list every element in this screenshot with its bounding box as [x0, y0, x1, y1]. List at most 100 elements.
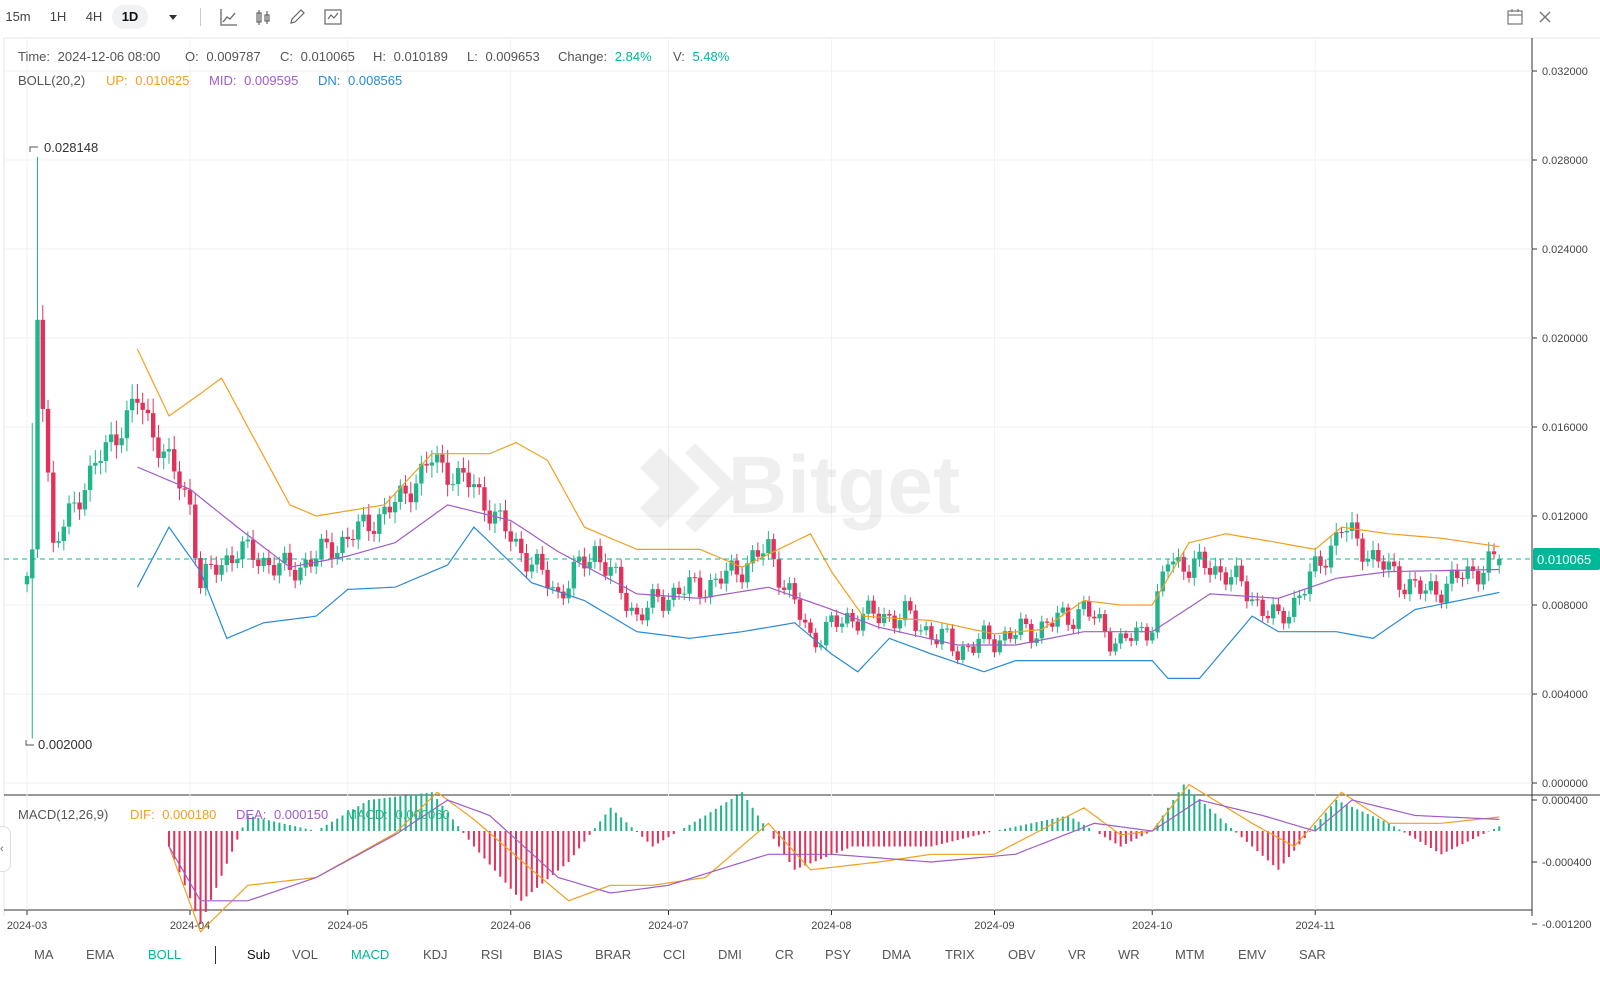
candle-body	[235, 559, 240, 564]
indicator-rsi[interactable]: RSI	[481, 947, 503, 962]
candle-body	[193, 504, 198, 558]
candle-body	[240, 541, 245, 560]
indicator-ema[interactable]: EMA	[86, 947, 115, 962]
candle-body	[135, 398, 140, 403]
candle-body	[266, 557, 272, 566]
indicator-psy[interactable]: PSY	[825, 947, 852, 962]
macd-histogram	[167, 784, 1501, 924]
candle-body	[624, 592, 629, 611]
candle-body	[56, 541, 61, 543]
timeframe-15m[interactable]: 15m	[5, 9, 31, 24]
candle-body	[976, 638, 981, 653]
candle-body	[1065, 607, 1071, 625]
timeframe-1h[interactable]: 1H	[49, 9, 67, 24]
indicator-ma[interactable]: MA	[34, 947, 54, 962]
macd-dea-label: DEA:	[236, 807, 266, 822]
ohlc-info-row: Time: 2024-12-06 08:00 O: 0.009787 C: 0.…	[18, 49, 730, 64]
candle-body	[172, 449, 177, 472]
indicator-emv[interactable]: EMV	[1238, 947, 1267, 962]
macd-info-row: MACD(12,26,9) DIF: 0.000180 DEA: 0.00015…	[18, 807, 450, 822]
timeframe-4h[interactable]: 4H	[85, 9, 103, 24]
macd-dif-line	[168, 783, 1500, 933]
boll-dn-line	[136, 525, 1500, 679]
indicator-boll[interactable]: BOLL	[148, 947, 182, 962]
indicator-wr[interactable]: WR	[1118, 947, 1140, 962]
candle-body	[256, 559, 261, 567]
indicator-dmi[interactable]: DMI	[718, 947, 742, 962]
indicator-sar[interactable]: SAR	[1299, 947, 1326, 962]
candle-body	[1418, 580, 1423, 594]
timeframe-1d[interactable]: 1D	[112, 5, 148, 29]
candle-body	[492, 511, 498, 524]
candle-body	[455, 468, 461, 485]
candle-body	[1276, 604, 1281, 612]
indicator-vr[interactable]: VR	[1068, 947, 1087, 962]
indicator-kdj[interactable]: KDJ	[423, 947, 448, 962]
candle-body	[1428, 581, 1434, 591]
candle-body	[655, 589, 661, 597]
candle-body	[524, 553, 529, 572]
candle-body	[166, 449, 172, 452]
candle-chart-icon[interactable]	[252, 6, 274, 28]
calendar-icon[interactable]	[1504, 6, 1526, 28]
candle-body	[1265, 615, 1271, 619]
candle-body	[1444, 583, 1449, 603]
macd-dif-label: DIF:	[130, 807, 155, 822]
candle-body	[576, 556, 582, 562]
close-icon[interactable]	[1534, 6, 1556, 28]
indicator-icon[interactable]	[322, 6, 344, 28]
candle-body	[1412, 579, 1418, 581]
indicator-dma[interactable]: DMA	[882, 947, 911, 962]
candle-body	[724, 570, 729, 584]
low-label: L:	[467, 49, 478, 64]
candle-body	[319, 538, 324, 559]
candle-body	[1223, 572, 1229, 585]
indicator-cr[interactable]: CR	[775, 947, 794, 962]
candle-body	[1260, 599, 1265, 616]
candle-body	[403, 485, 408, 494]
candle-body	[734, 560, 740, 575]
price-chart[interactable]: 0.032000 0.028000 0.024000 0.020000 0.016000…	[0, 0, 1600, 934]
x-tick-label: 2024-08	[811, 920, 851, 932]
candle-body	[1307, 571, 1313, 594]
candle-body	[271, 565, 277, 576]
candle-body	[1339, 532, 1344, 534]
candle-body	[618, 566, 624, 593]
candle-body	[866, 600, 871, 614]
indicator-bias[interactable]: BIAS	[533, 947, 563, 962]
collapse-panel-button[interactable]: ‹	[0, 826, 11, 872]
candle-body	[550, 587, 556, 589]
line-chart-icon[interactable]	[218, 6, 240, 28]
candle-body	[103, 442, 109, 461]
candle-body	[1360, 538, 1365, 562]
candle-body	[340, 536, 345, 553]
candle-body	[398, 485, 403, 503]
candle-body	[929, 626, 934, 640]
candle-body	[613, 566, 619, 568]
indicator-macd[interactable]: MACD	[351, 947, 390, 962]
candle-body	[1107, 632, 1113, 652]
candle-body	[292, 569, 298, 581]
indicator-vol[interactable]: VOL	[292, 947, 319, 962]
indicator-trix[interactable]: TRIX	[945, 947, 975, 962]
indicator-brar[interactable]: BRAR	[595, 947, 632, 962]
boll-mid-value: 0.009595	[244, 73, 298, 88]
candle-body	[1118, 633, 1123, 644]
candle-body	[1270, 604, 1276, 619]
candle-body	[824, 621, 829, 646]
candle-body	[82, 490, 88, 510]
volume-value: 5.48%	[692, 49, 729, 64]
indicator-mtm[interactable]: MTM	[1175, 947, 1205, 962]
candle-body	[897, 620, 903, 629]
pencil-icon[interactable]	[286, 6, 308, 28]
date-axis: 2024-03 2024-04 2024-05 2024-06 2024-07 2024-…	[7, 910, 1335, 932]
candle-body	[250, 539, 256, 560]
chevron-down-icon[interactable]	[162, 6, 184, 28]
y-tick-label: 0.012000	[1542, 511, 1588, 523]
indicator-cci[interactable]: CCI	[663, 947, 686, 962]
candle-body	[487, 510, 492, 524]
candle-body	[1092, 616, 1097, 619]
indicator-obv[interactable]: OBV	[1008, 947, 1036, 962]
candle-body	[1150, 632, 1155, 641]
candle-body	[797, 599, 803, 620]
